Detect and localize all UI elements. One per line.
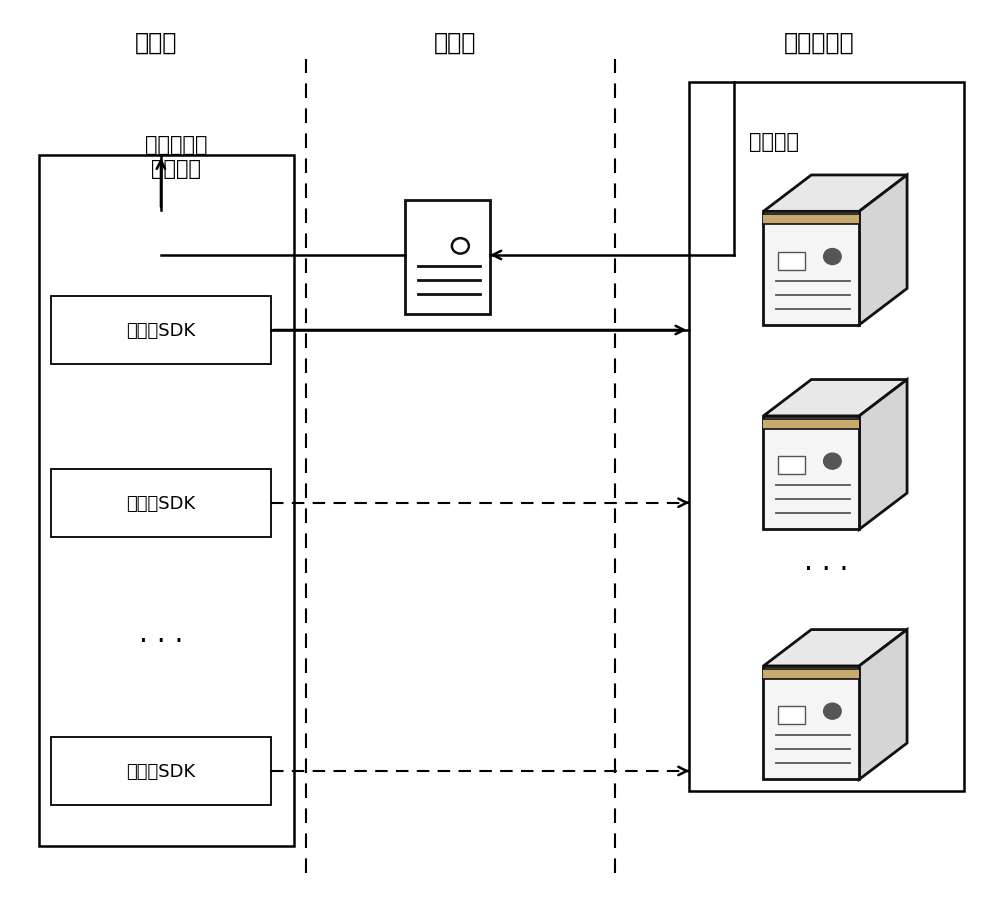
Bar xyxy=(405,201,490,314)
Bar xyxy=(689,83,964,792)
Bar xyxy=(763,669,859,680)
Circle shape xyxy=(824,250,841,265)
Text: · · ·: · · · xyxy=(139,628,183,656)
Bar xyxy=(778,252,805,271)
Text: 多媒体SDK: 多媒体SDK xyxy=(126,763,196,780)
Polygon shape xyxy=(763,666,859,780)
Text: 待使用的多
媒体平台: 待使用的多 媒体平台 xyxy=(145,136,207,179)
Text: 服务端: 服务端 xyxy=(434,30,476,55)
Text: 客户端: 客户端 xyxy=(135,30,177,55)
Bar xyxy=(39,156,294,846)
Polygon shape xyxy=(763,630,907,666)
Bar xyxy=(778,706,805,724)
Bar xyxy=(778,456,805,475)
Text: · · ·: · · · xyxy=(804,555,849,583)
Bar xyxy=(763,215,859,225)
Circle shape xyxy=(824,703,841,720)
Polygon shape xyxy=(763,176,907,212)
Polygon shape xyxy=(859,176,907,325)
Bar xyxy=(51,297,271,364)
Bar xyxy=(51,737,271,805)
Text: 多媒体SDK: 多媒体SDK xyxy=(126,494,196,512)
Polygon shape xyxy=(763,380,907,416)
Bar xyxy=(51,469,271,537)
Text: 多媒体平台: 多媒体平台 xyxy=(784,30,854,55)
Text: 负载数据: 负载数据 xyxy=(749,132,799,152)
Polygon shape xyxy=(859,380,907,530)
Text: 多媒体SDK: 多媒体SDK xyxy=(126,322,196,340)
Polygon shape xyxy=(859,630,907,780)
Polygon shape xyxy=(763,212,859,325)
Polygon shape xyxy=(763,416,859,530)
Bar xyxy=(763,419,859,429)
Circle shape xyxy=(824,454,841,469)
